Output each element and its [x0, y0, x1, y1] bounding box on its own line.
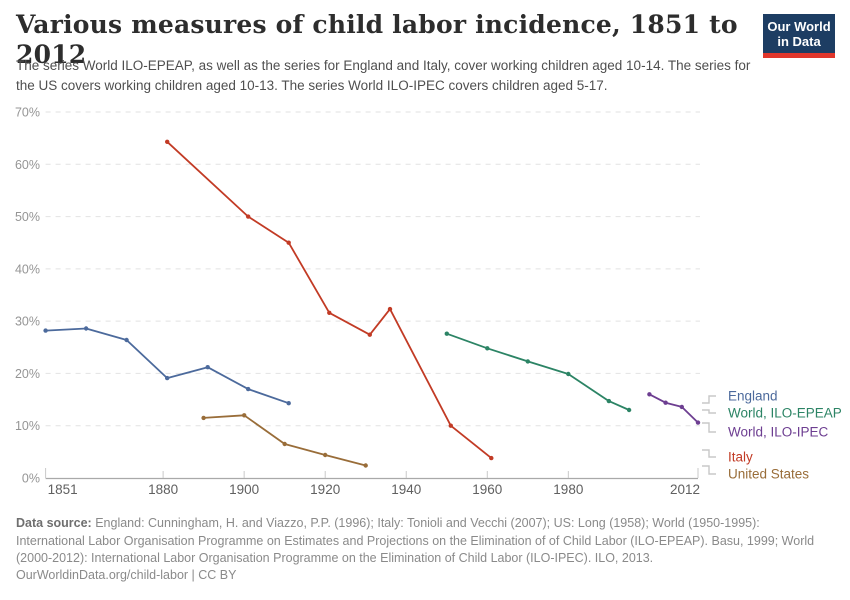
series-point: [43, 328, 48, 333]
series-line-3[interactable]: [166, 140, 493, 460]
series-point: [282, 441, 287, 447]
chart-subtitle: The series World ILO-EPEAP, as well as t…: [16, 58, 751, 93]
series-line-2[interactable]: [648, 393, 699, 424]
citation[interactable]: OurWorldinData.org/child-labor | CC BY: [16, 568, 237, 582]
series-point: [663, 400, 668, 405]
x-tick-label: 2012: [670, 482, 700, 497]
legend-label-3[interactable]: Italy: [728, 450, 753, 465]
y-tick-label: 10%: [15, 419, 40, 433]
legend-label-2[interactable]: World, ILO-IPEC: [728, 425, 829, 440]
series-point: [165, 375, 170, 381]
series-point: [448, 423, 453, 428]
series-point: [525, 359, 530, 364]
x-tick-label: 1940: [391, 482, 421, 497]
series-point: [286, 240, 291, 245]
x-tick-label: 1960: [472, 482, 502, 497]
series-point: [246, 214, 251, 219]
legend-connector: [702, 465, 716, 475]
series-point: [363, 463, 368, 468]
y-tick-label: 50%: [15, 210, 40, 224]
series-point: [286, 401, 291, 406]
series-point: [83, 326, 89, 331]
data-source-note: Data source: England: Cunningham, H. and…: [16, 515, 822, 568]
data-source-text: England: Cunningham, H. and Viazzo, P.P.…: [16, 516, 815, 565]
y-tick-label: 60%: [15, 158, 40, 172]
legend-label-4[interactable]: United States: [728, 467, 809, 482]
series-line-1[interactable]: [445, 332, 630, 411]
series-point: [205, 365, 210, 370]
series-point: [606, 398, 612, 404]
x-tick-label: 1920: [310, 482, 340, 497]
owid-logo-line2: in Data: [777, 34, 821, 49]
series-point: [387, 306, 393, 312]
series-point: [367, 332, 372, 337]
legend-label-0[interactable]: England: [728, 389, 778, 404]
x-tick-label: 1851: [48, 482, 78, 497]
series-point: [323, 452, 328, 458]
series-point: [485, 346, 490, 351]
series-point: [165, 139, 170, 144]
legend-label-1[interactable]: World, ILO-EPEAP: [728, 406, 842, 421]
series-point: [124, 337, 129, 343]
series-point: [647, 392, 652, 397]
owid-logo-line1: Our World: [767, 19, 831, 34]
x-tick-label: 1880: [148, 482, 178, 497]
series-point: [246, 386, 251, 392]
y-tick-label: 70%: [15, 106, 40, 120]
series-point: [242, 413, 247, 418]
y-tick-label: 40%: [15, 262, 40, 276]
y-tick-label: 20%: [15, 367, 40, 381]
child-labor-line-chart: 0% 10% 20% 30% 40% 50% 60% 70% 1851 1880 1900 1920 1…: [15, 106, 842, 498]
series-point: [444, 331, 449, 336]
series-point: [695, 420, 701, 425]
y-tick-label: 0%: [22, 472, 40, 486]
legend-connector: [702, 395, 716, 404]
x-tick-label: 1980: [553, 482, 583, 497]
series-point: [201, 415, 206, 421]
series-point: [327, 310, 332, 315]
page-title: Various measures of child labor incidenc…: [16, 10, 738, 69]
x-tick-label: 1900: [229, 482, 259, 497]
series-line-0[interactable]: [44, 327, 290, 405]
series-point: [626, 407, 632, 413]
series-point: [489, 455, 494, 461]
series-line-4[interactable]: [202, 414, 367, 467]
series-point: [566, 371, 571, 377]
owid-logo[interactable]: Our World in Data: [763, 14, 835, 58]
data-source-label: Data source:: [16, 516, 92, 530]
legend-connector: [702, 409, 716, 414]
y-tick-label: 30%: [15, 315, 40, 329]
legend-connector: [702, 449, 716, 458]
legend-connector: [702, 422, 716, 433]
series-point: [679, 404, 684, 410]
